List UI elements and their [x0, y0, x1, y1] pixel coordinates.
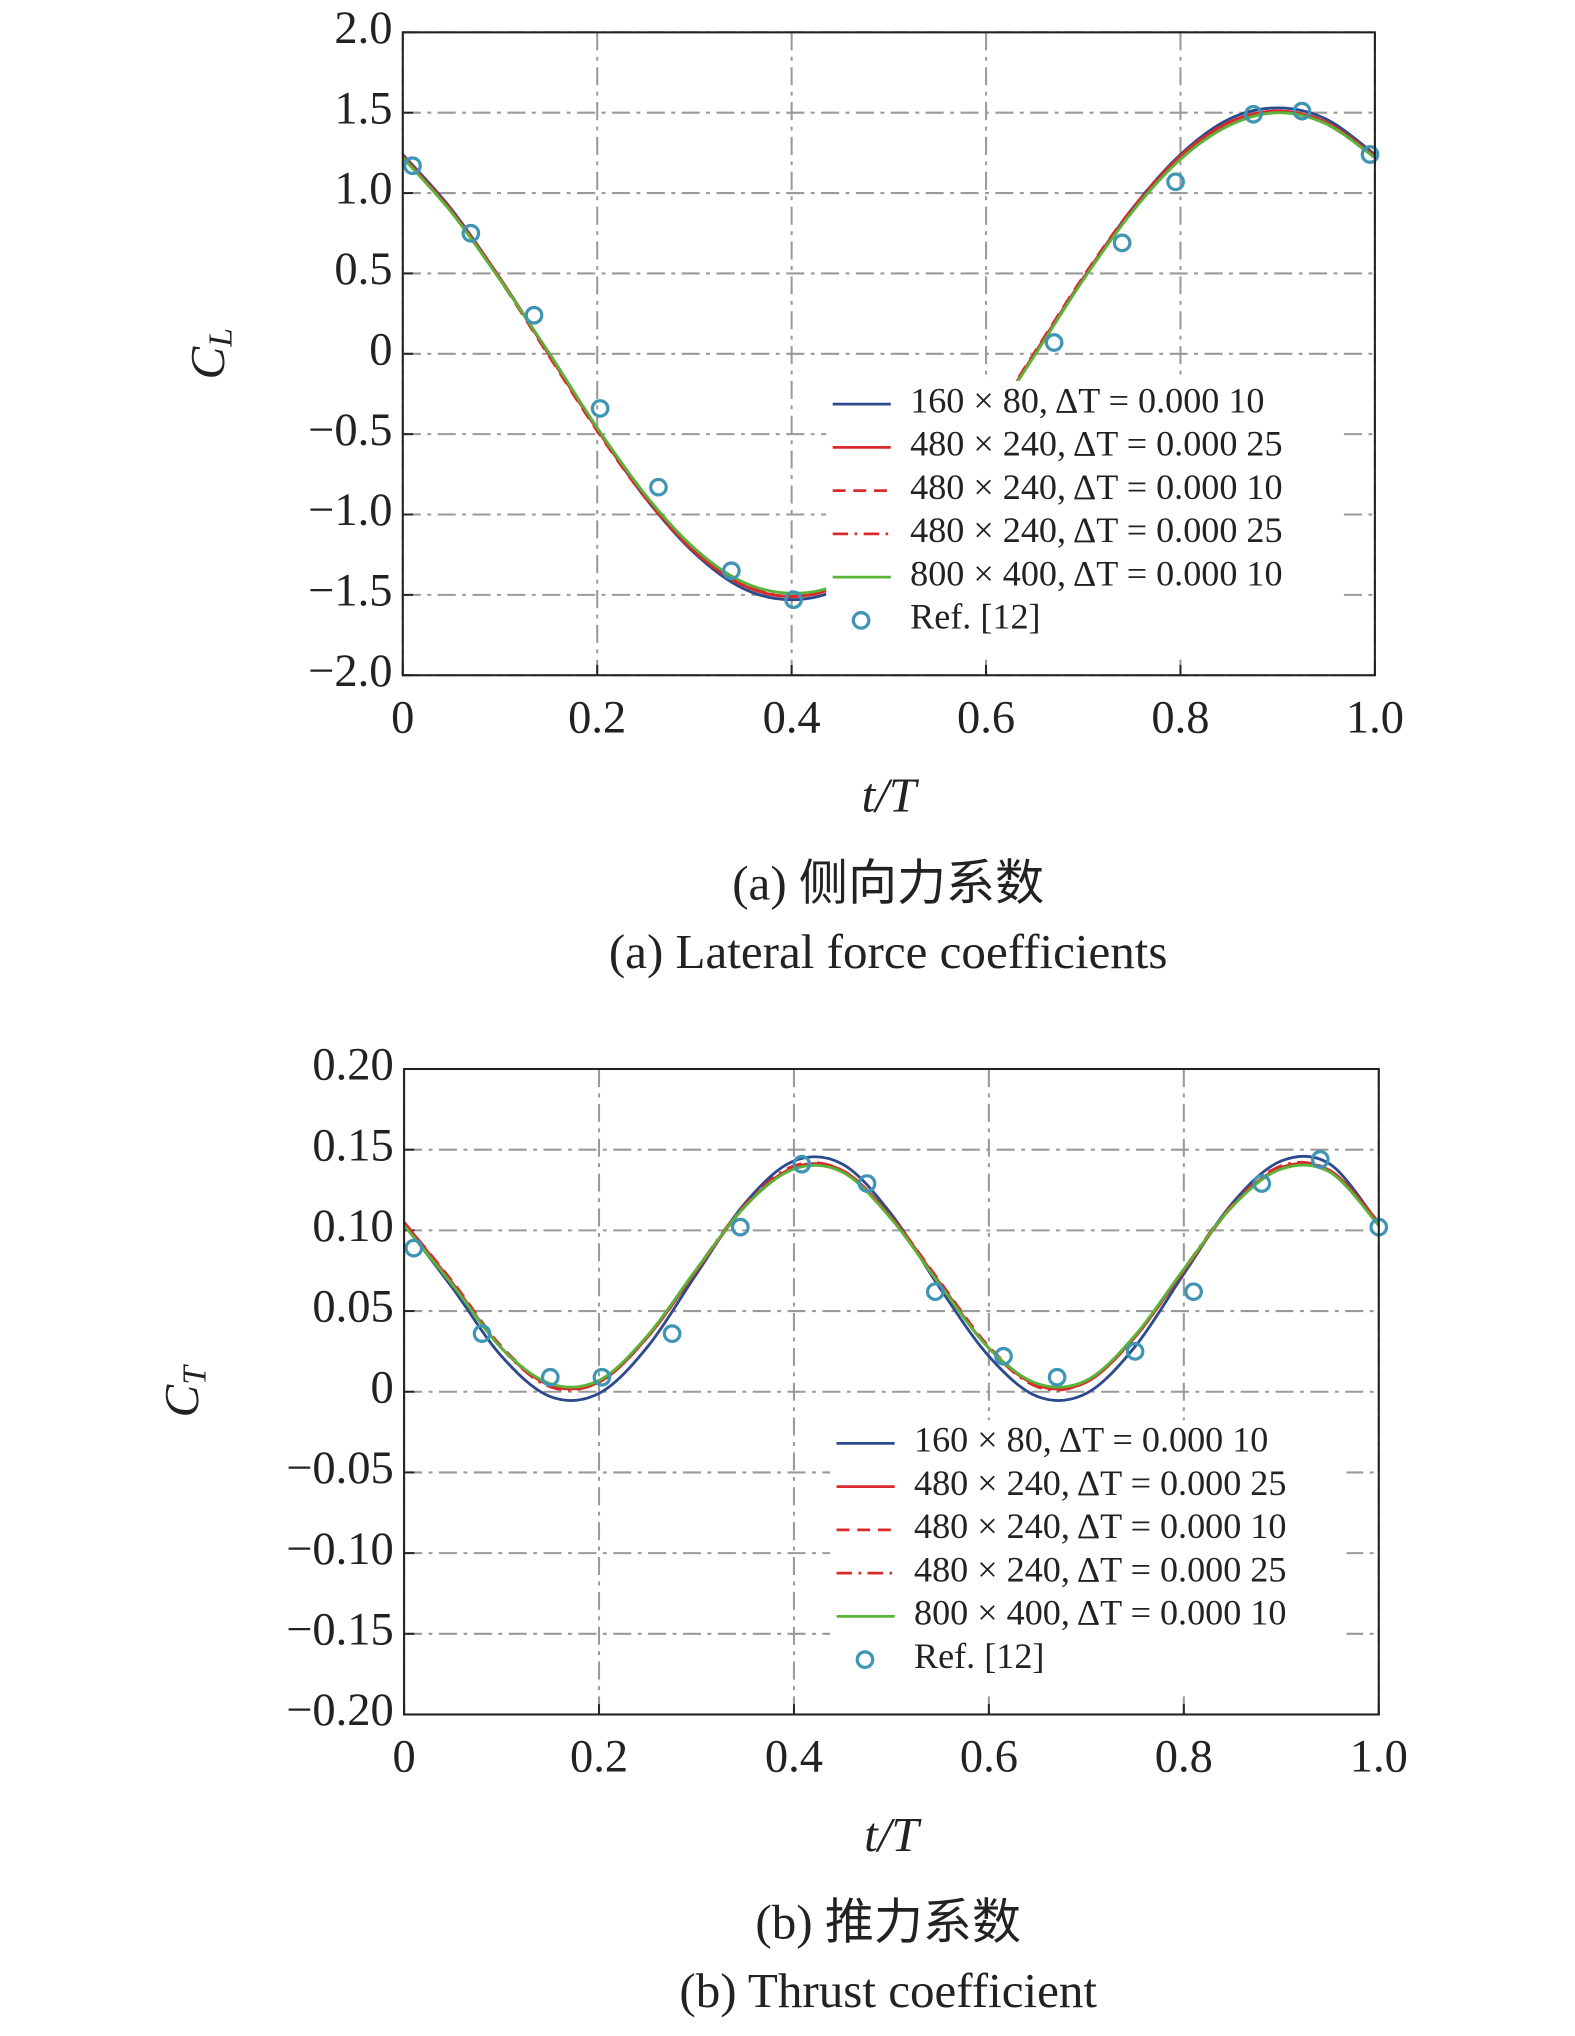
legend-label: 800 × 400, ΔT = 0.000 10	[910, 553, 1282, 593]
ref-point	[1166, 172, 1185, 192]
ref-point	[540, 1367, 560, 1387]
caption: (b) 推力系数	[755, 1895, 1021, 1950]
ref-point	[994, 1346, 1013, 1366]
legend-label: 480 × 240, ΔT = 0.000 25	[910, 510, 1282, 550]
legend-box	[826, 380, 1343, 656]
caption: (a) Lateral force coefficients	[609, 924, 1168, 979]
ref-point	[857, 1174, 877, 1193]
ref-point	[722, 561, 741, 581]
axes-frame	[403, 1067, 1380, 1716]
axes-frame	[401, 31, 1376, 677]
legend-label: 480 × 240, ΔT = 0.000 25	[914, 1463, 1286, 1503]
ref-point	[1252, 1174, 1272, 1193]
ref-point	[662, 1324, 682, 1344]
y-axis-label-main: C	[180, 345, 235, 379]
ref-point	[1112, 233, 1132, 253]
ref-point	[792, 1154, 812, 1174]
x-tick-label: 1.0	[1350, 1732, 1408, 1783]
y-tick-label: 0.10	[312, 1201, 393, 1252]
series-line	[402, 1162, 1380, 1391]
ref-point	[590, 399, 610, 418]
y-tick-label: 0.15	[312, 1120, 393, 1171]
ref-point	[649, 477, 668, 497]
y-tick-label: −0.05	[286, 1443, 394, 1494]
legend-label: Ref. [12]	[910, 597, 1040, 637]
ref-point	[1125, 1342, 1145, 1361]
ref-point	[403, 156, 422, 176]
legend-label: Ref. [12]	[914, 1636, 1044, 1676]
legend-label: 480 × 240, ΔT = 0.000 25	[910, 424, 1282, 464]
x-tick-label: 0	[392, 1732, 415, 1783]
x-tick-label: 0.4	[765, 1732, 823, 1783]
legend-label: 160 × 80, ΔT = 0.000 10	[914, 1420, 1268, 1460]
y-tick-label: 1.5	[334, 83, 392, 134]
y-tick-label: −1.0	[308, 485, 392, 536]
x-tick-label: 0.8	[1155, 1732, 1213, 1783]
x-tick-label: 0.4	[763, 692, 821, 743]
ref-point	[1310, 1150, 1330, 1169]
x-tick-label: 0.2	[570, 1732, 628, 1783]
legend-label: 160 × 80, ΔT = 0.000 10	[910, 380, 1264, 420]
ref-point	[1184, 1282, 1203, 1302]
y-tick-label: −0.10	[286, 1524, 394, 1575]
y-axis-label-main: C	[154, 1383, 209, 1417]
x-tick-label: 0.2	[568, 692, 626, 743]
ref-point	[784, 590, 803, 610]
ref-point	[1244, 104, 1263, 124]
y-axis-label-sub: T	[176, 1364, 213, 1385]
ref-point	[1044, 333, 1064, 352]
y-tick-label: −0.15	[286, 1604, 394, 1655]
legend-label: 480 × 240, ΔT = 0.000 10	[910, 467, 1282, 507]
legend-marker	[855, 1650, 875, 1669]
ref-point	[1292, 101, 1312, 121]
ref-point	[472, 1324, 492, 1344]
caption: (b) Thrust coefficient	[679, 1963, 1097, 2018]
ref-point	[730, 1217, 750, 1237]
y-tick-label: 2.0	[334, 3, 392, 54]
y-tick-label: −1.5	[308, 566, 392, 617]
legend-label: 480 × 240, ΔT = 0.000 25	[914, 1549, 1286, 1589]
ref-point	[524, 305, 544, 325]
x-tick-label: 0	[391, 692, 414, 743]
y-tick-label: 0	[371, 1362, 394, 1413]
legend-box	[830, 1420, 1347, 1696]
legend-label: 800 × 400, ΔT = 0.000 10	[914, 1593, 1286, 1633]
y-tick-label: −2.0	[308, 646, 392, 697]
ref-point	[1047, 1367, 1067, 1387]
y-axis-label: CL	[180, 328, 239, 379]
ref-point	[404, 1238, 424, 1258]
y-tick-label: 0	[369, 324, 392, 375]
legend-marker	[851, 611, 871, 630]
ref-point	[592, 1367, 612, 1387]
ref-point	[1360, 145, 1380, 164]
x-tick-label: 0.6	[957, 692, 1015, 743]
x-axis-label: t/T	[864, 1807, 922, 1862]
caption: (a) 侧向力系数	[732, 856, 1044, 911]
y-tick-label: 0.05	[312, 1282, 393, 1333]
legend-label: 480 × 240, ΔT = 0.000 10	[914, 1506, 1286, 1546]
ref-point	[925, 1282, 945, 1302]
series-line	[402, 1163, 1380, 1389]
x-tick-label: 0.8	[1151, 692, 1209, 743]
y-tick-label: 0.5	[334, 244, 392, 295]
y-tick-label: 1.0	[334, 164, 392, 215]
y-axis-label: CT	[154, 1364, 213, 1418]
y-tick-label: −0.20	[286, 1685, 394, 1736]
x-axis-label: t/T	[862, 768, 920, 823]
y-axis-label-sub: L	[202, 328, 239, 348]
y-tick-label: −0.5	[308, 405, 392, 456]
y-tick-label: 0.20	[312, 1040, 393, 1091]
x-tick-label: 0.6	[960, 1732, 1018, 1783]
ref-point	[461, 223, 481, 243]
x-tick-label: 1.0	[1346, 692, 1404, 743]
